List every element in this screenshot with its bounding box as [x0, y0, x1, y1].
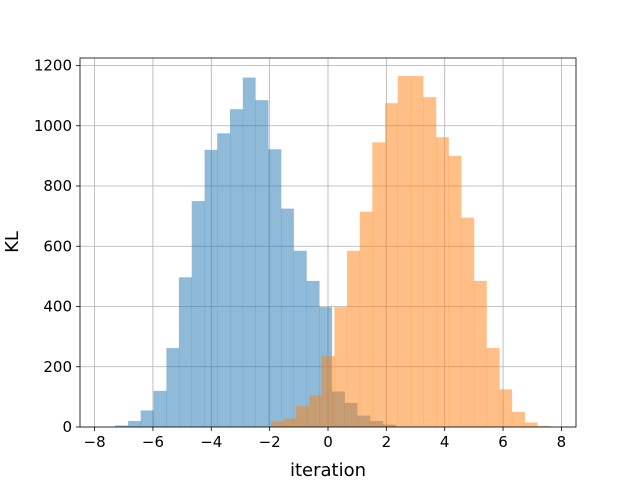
y-tick-label: 1000: [34, 117, 72, 135]
y-tick-label: 0: [62, 418, 72, 436]
x-tick-label: 6: [498, 433, 508, 451]
bars: [115, 76, 551, 428]
x-tick-label: 4: [440, 433, 450, 451]
y-tick-label: 400: [43, 298, 72, 316]
histogram-bar-series-2: [473, 280, 487, 427]
x-tick-label: −6: [142, 433, 164, 451]
histogram-bar-series-1: [153, 390, 167, 427]
histogram-bar-series-1: [191, 201, 205, 427]
histogram-bar-series-2: [372, 142, 386, 428]
histogram-bar-series-2: [511, 411, 525, 427]
x-tick-label: 0: [323, 433, 333, 451]
histogram-bar-series-2: [385, 103, 399, 428]
histogram-bar-series-1: [178, 277, 193, 427]
histogram-bar-series-2: [448, 155, 462, 428]
x-tick-label: −8: [84, 433, 106, 451]
histogram-bar-series-2: [435, 137, 449, 427]
histogram-bar-series-2: [271, 421, 284, 427]
histogram-bar-series-2: [537, 426, 551, 427]
histogram-bar-series-1: [242, 77, 256, 427]
histogram-bar-series-1: [115, 425, 129, 427]
y-axis-label: KL: [2, 231, 23, 253]
histogram-bar-series-1: [255, 100, 269, 428]
ticks: −8 −6 −4 −2 0 2 4 6 8 0 200 400 600 800 1000 1200: [34, 57, 566, 451]
histogram-bar-series-1: [268, 149, 282, 427]
x-tick-label: −2: [259, 433, 281, 451]
histogram-bar-series-1: [128, 420, 141, 427]
histogram-bar-series-2: [309, 395, 322, 427]
histogram-bar-series-2: [296, 405, 310, 427]
histogram-bar-series-2: [461, 217, 475, 427]
y-tick-label: 600: [43, 237, 72, 255]
y-tick-label: 1200: [34, 57, 72, 75]
histogram-bar-series-2: [359, 211, 373, 427]
histogram-bar-series-2: [499, 389, 513, 427]
histogram-bar-series-2: [397, 76, 411, 427]
y-tick-label: 200: [43, 358, 72, 376]
x-tick-label: 2: [382, 433, 392, 451]
x-tick-label: 8: [557, 433, 567, 451]
histogram-bar-series-2: [423, 97, 437, 428]
histogram-bar-series-2: [486, 348, 500, 427]
histogram-bar-series-1: [281, 208, 294, 427]
x-tick-label: −4: [200, 433, 222, 451]
histogram-bar-series-2: [334, 307, 348, 427]
histogram-bar-series-1: [204, 149, 218, 427]
histogram-bar-series-1: [166, 348, 180, 427]
histogram-bar-series-2: [283, 418, 297, 427]
x-axis-label: iteration: [290, 460, 366, 480]
histogram-bar-series-2: [524, 422, 538, 427]
histogram-bar-series-2: [346, 250, 361, 427]
histogram-bar-series-1: [229, 109, 244, 427]
histogram-bar-series-1: [140, 410, 154, 427]
histogram-bar-series-1: [293, 250, 307, 427]
histogram-bar-series-2: [321, 356, 335, 427]
histogram-bar-series-1: [217, 133, 231, 427]
y-tick-label: 800: [43, 177, 72, 195]
histogram-bar-series-1: [306, 280, 320, 427]
histogram-bar-series-2: [410, 76, 424, 427]
